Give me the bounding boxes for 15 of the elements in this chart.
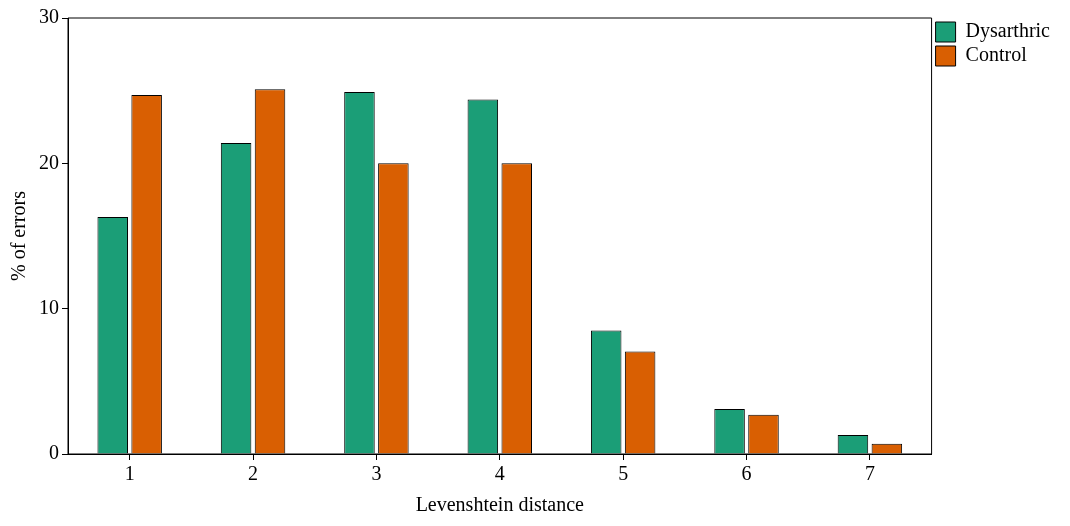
x-tick-label: 5 xyxy=(618,462,629,485)
x-tick-label: 2 xyxy=(248,462,259,485)
y-tick-label: 30 xyxy=(39,5,59,28)
legend-label: Control xyxy=(965,43,1028,66)
x-tick-label: 6 xyxy=(741,462,752,485)
y-tick-label: 20 xyxy=(39,150,59,173)
x-axis-title: Levenshtein distance xyxy=(415,493,585,516)
x-tick-label: 3 xyxy=(371,462,382,485)
x-tick-label: 7 xyxy=(864,462,875,485)
y-axis-title: % of errors xyxy=(7,190,30,281)
y-tick-label: 0 xyxy=(49,441,59,464)
x-tick-label: 4 xyxy=(494,462,505,485)
y-tick-label: 10 xyxy=(39,295,59,318)
legend-label: Dysarthric xyxy=(965,19,1051,43)
x-tick-label: 1 xyxy=(124,462,135,485)
